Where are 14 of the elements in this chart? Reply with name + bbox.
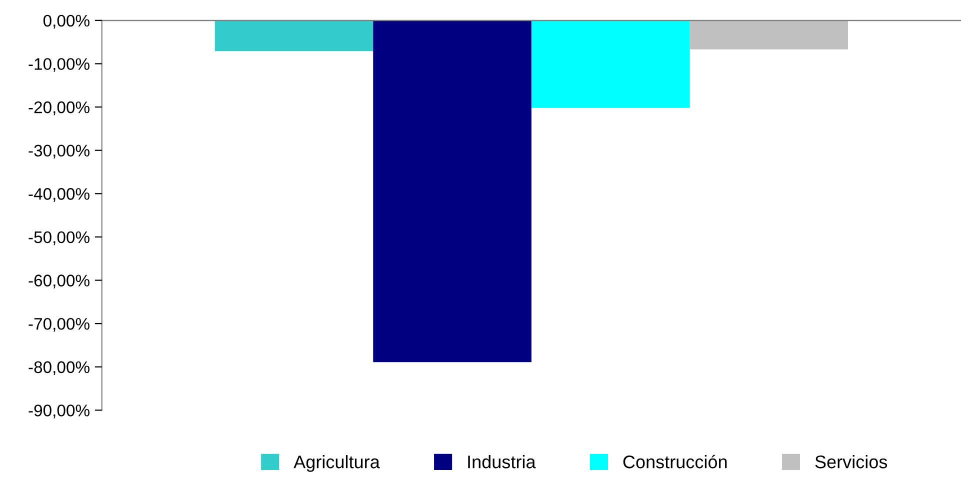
y-tick-label: -10,00% [28, 58, 90, 72]
y-tick-label: -90,00% [28, 404, 90, 418]
y-tick-label: -40,00% [28, 188, 90, 202]
y-tick-label: -50,00% [28, 231, 90, 246]
y-tick-label: -80,00% [28, 361, 90, 376]
legend-label: Servicios [815, 455, 888, 468]
legend-label: Industria [468, 455, 536, 468]
y-tick-label: -70,00% [28, 318, 90, 332]
y-tick-label: -60,00% [28, 274, 90, 288]
y-tick-label: 0,00% [43, 14, 90, 29]
y-tick-label: -20,00% [28, 101, 90, 116]
y-tick-label: -30,00% [28, 144, 90, 159]
legend-label: Construcción [623, 454, 727, 468]
legend-label: Agricultura [294, 455, 380, 472]
